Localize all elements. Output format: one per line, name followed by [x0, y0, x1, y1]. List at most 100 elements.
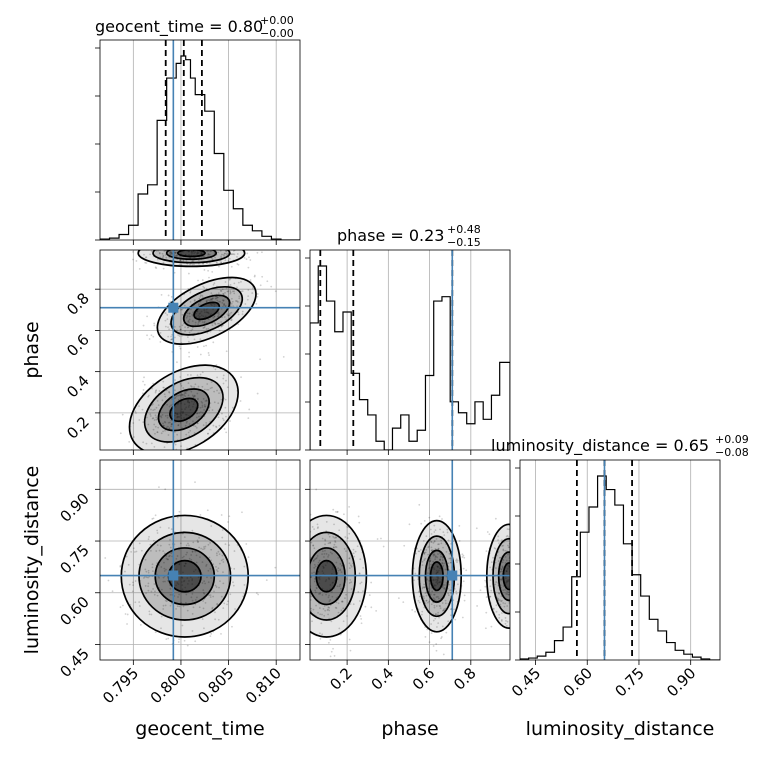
contour-phase-vs-luminosity-distance-mode-2-point-102 — [515, 593, 517, 595]
contour-phase-vs-luminosity-distance-mode-0-point-224 — [312, 560, 315, 562]
contour-geocent-time-vs-phase-mode-1-point-227 — [227, 290, 230, 293]
contour-geocent-time-vs-phase-mode-0-point-64 — [192, 420, 194, 423]
contour-phase-vs-luminosity-distance-mode-1-point-310 — [442, 546, 444, 549]
contour-phase-vs-luminosity-distance-mode-2-point-342 — [512, 607, 514, 609]
contour-geocent-time-vs-phase-mode-2-point-128 — [223, 247, 225, 249]
contour-phase-vs-luminosity-distance-mode-2-point-242 — [485, 550, 488, 553]
contour-phase-vs-luminosity-distance-mode-2-point-232 — [516, 569, 518, 571]
contour-geocent-time-vs-phase-mode-0-point-330 — [128, 440, 131, 443]
contour-geocent-time-vs-phase-mode-1-point-246 — [237, 313, 240, 316]
contour-geocent-time-vs-phase-content — [100, 247, 300, 475]
contour-phase-vs-luminosity-distance-mode-1-point-66 — [435, 572, 438, 574]
contour-phase-vs-luminosity-distance-mode-0-point-292 — [294, 585, 296, 587]
contour-geocent-time-vs-luminosity-distance-mode-0-point-84 — [247, 556, 250, 559]
contour-geocent-time-vs-phase-mode-0-point-53 — [247, 417, 250, 420]
contour-geocent-time-vs-phase-mode-0-point-48 — [176, 415, 179, 418]
contour-geocent-time-vs-phase-mode-1-point-128 — [186, 326, 189, 329]
contour-phase-vs-luminosity-distance-mode-1-point-375 — [443, 608, 445, 611]
contour-phase-vs-luminosity-distance-mode-2-point-146 — [511, 587, 513, 589]
contour-geocent-time-vs-phase-mode-1-point-84 — [181, 334, 183, 337]
contour-geocent-time-vs-phase-mode-1-point-32 — [205, 300, 208, 303]
contour-geocent-time-vs-luminosity-distance-mode-0-point-87 — [183, 579, 186, 582]
contour-geocent-time-vs-phase-mode-1-point-1 — [223, 304, 225, 307]
contour-geocent-time-vs-phase-mode-0-point-264 — [187, 431, 190, 434]
contour-geocent-time-vs-luminosity-distance-mode-0-point-57 — [209, 594, 212, 597]
contour-phase-vs-luminosity-distance-mode-0-point-374 — [332, 536, 335, 538]
contour-phase-vs-luminosity-distance-mode-0-point-204 — [348, 562, 351, 565]
contour-phase-vs-luminosity-distance-mode-2-point-31 — [476, 605, 479, 607]
contour-phase-vs-luminosity-distance-mode-1-point-371 — [456, 559, 459, 562]
contour-geocent-time-vs-phase-mode-0-point-313 — [196, 392, 199, 395]
contour-phase-vs-luminosity-distance-mode-2-point-83 — [506, 593, 509, 596]
contour-phase-vs-luminosity-distance-mode-2-point-340 — [505, 570, 508, 573]
contour-phase-vs-luminosity-distance-mode-2-point-37 — [520, 617, 522, 619]
contour-phase-vs-luminosity-distance-mode-1-point-244 — [433, 598, 436, 601]
contour-phase-vs-luminosity-distance-mode-2-point-25 — [511, 567, 513, 569]
contour-geocent-time-vs-phase-mode-1-point-112 — [218, 300, 220, 303]
contour-geocent-time-vs-luminosity-distance-mode-0-point-8 — [148, 536, 150, 538]
contour-phase-vs-luminosity-distance-mode-0-point-172 — [332, 546, 335, 549]
contour-geocent-time-vs-phase-mode-1-point-167 — [160, 293, 163, 296]
contour-geocent-time-vs-phase-mode-2-point-83 — [178, 263, 181, 266]
contour-phase-vs-luminosity-distance-mode-0-point-364 — [329, 599, 332, 601]
contour-geocent-time-vs-luminosity-distance-mode-0-point-304 — [190, 554, 193, 556]
contour-phase-vs-luminosity-distance-mode-0-point-66 — [334, 536, 337, 539]
contour-geocent-time-vs-luminosity-distance-mode-0-point-311 — [160, 615, 163, 618]
contour-geocent-time-vs-phase-mode-1-point-181 — [197, 303, 200, 306]
contour-geocent-time-vs-luminosity-distance-mode-0-point-367 — [124, 613, 127, 615]
contour-phase-vs-luminosity-distance-mode-0-point-221 — [339, 568, 342, 571]
contour-phase-vs-luminosity-distance-mode-2-point-119 — [489, 579, 492, 582]
contour-geocent-time-vs-luminosity-distance-mode-0-point-283 — [176, 582, 179, 584]
contour-geocent-time-vs-luminosity-distance-mode-0-point-206 — [186, 577, 189, 579]
contour-phase-vs-luminosity-distance-mode-0-point-205 — [321, 633, 324, 636]
contour-geocent-time-vs-phase-mode-0-point-176 — [203, 345, 205, 348]
contour-geocent-time-vs-phase-mode-0-point-236 — [179, 376, 182, 378]
contour-geocent-time-vs-phase-mode-0-point-69 — [154, 432, 156, 435]
contour-geocent-time-vs-luminosity-distance-mode-0-point-156 — [243, 584, 246, 586]
contour-phase-vs-luminosity-distance-mode-1-point-39 — [436, 565, 439, 568]
contour-geocent-time-vs-phase-mode-1-point-295 — [222, 292, 225, 295]
contour-geocent-time-vs-phase-mode-1-point-96 — [170, 338, 173, 341]
contour-geocent-time-vs-phase-mode-0-point-58 — [215, 426, 218, 429]
contour-geocent-time-vs-phase-mode-1-point-334 — [256, 295, 259, 298]
contour-geocent-time-vs-phase-mode-1-point-356 — [199, 338, 202, 341]
contour-geocent-time-vs-phase-mode-2-point-247 — [158, 252, 161, 255]
contour-geocent-time-vs-luminosity-distance-mode-0-point-42 — [215, 586, 218, 588]
contour-geocent-time-vs-luminosity-distance-frame — [99, 459, 301, 661]
contour-geocent-time-vs-phase-mode-0-point-71 — [182, 410, 184, 413]
contour-geocent-time-vs-luminosity-distance-mode-0-point-111 — [163, 570, 166, 572]
contour-phase-vs-luminosity-distance-mode-0-point-101 — [327, 606, 330, 609]
contour-geocent-time-vs-luminosity-distance-mode-0-point-178 — [151, 518, 154, 520]
contour-geocent-time-vs-phase-mode-0-point-319 — [204, 400, 207, 402]
contour-geocent-time-vs-phase-mode-2-point-66 — [139, 247, 141, 249]
contour-geocent-time-vs-phase-mode-2-point-19 — [169, 248, 171, 250]
contour-geocent-time-vs-phase-mode-1-point-104 — [176, 329, 178, 332]
contour-geocent-time-vs-phase-mode-0-point-344 — [179, 382, 182, 385]
contour-phase-vs-luminosity-distance-mode-0-point-54 — [296, 537, 298, 539]
contour-phase-vs-luminosity-distance-mode-0-point-193 — [310, 575, 312, 578]
contour-geocent-time-vs-luminosity-distance-mode-0-point-89 — [169, 546, 172, 549]
contour-geocent-time-vs-phase-mode-1-point-86 — [206, 311, 209, 314]
contour-geocent-time-vs-phase-mode-2-point-70 — [156, 258, 159, 261]
contour-geocent-time-vs-phase-mode-2-point-245 — [160, 247, 162, 249]
contour-geocent-time-vs-phase-mode-1-point-248 — [178, 335, 181, 337]
contour-phase-vs-luminosity-distance-mode-2-point-204 — [501, 570, 503, 573]
contour-geocent-time-vs-phase-mode-1-point-226 — [170, 335, 172, 338]
contour-geocent-time-vs-luminosity-distance-mode-0-point-176 — [227, 521, 229, 523]
contour-phase-vs-luminosity-distance-mode-1-point-333 — [435, 605, 438, 607]
contour-geocent-time-vs-phase-mode-1-point-147 — [221, 302, 224, 304]
contour-geocent-time-vs-phase-mode-0-point-345 — [159, 473, 161, 475]
contour-geocent-time-vs-luminosity-distance-mode-0-point-192 — [204, 545, 207, 548]
contour-phase-vs-luminosity-distance-mode-0-point-176 — [294, 527, 296, 529]
contour-geocent-time-vs-phase-mode-0-point-178 — [184, 408, 186, 410]
contour-geocent-time-vs-phase-mode-1-point-76 — [220, 321, 222, 323]
contour-phase-vs-luminosity-distance-xtick-label-1: 0.4 — [368, 664, 398, 694]
contour-geocent-time-vs-phase-mode-1-point-337 — [199, 312, 202, 315]
contour-geocent-time-vs-phase-mode-0-point-238 — [153, 419, 156, 421]
contour-geocent-time-vs-phase-mode-0-point-253 — [201, 404, 204, 407]
contour-phase-vs-luminosity-distance-mode-0-point-238 — [304, 561, 306, 563]
contour-phase-vs-luminosity-distance-mode-0-point-131 — [291, 577, 293, 579]
contour-phase-vs-luminosity-distance-mode-0-point-132 — [327, 608, 329, 611]
contour-geocent-time-vs-luminosity-distance-mode-0-point-25 — [205, 565, 207, 567]
contour-geocent-time-vs-phase-mode-2-point-278 — [236, 253, 239, 255]
